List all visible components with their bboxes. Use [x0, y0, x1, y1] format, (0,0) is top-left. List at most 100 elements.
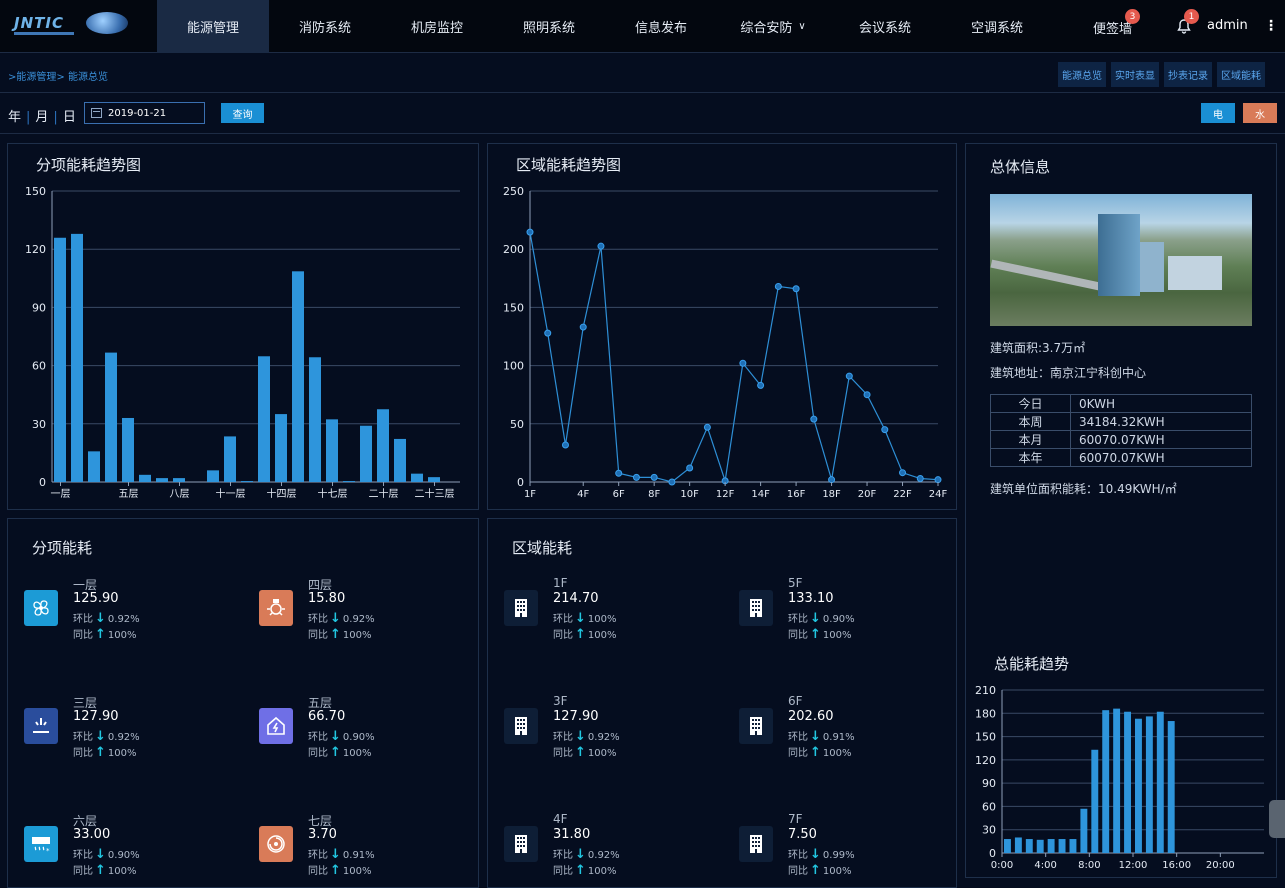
- data-point[interactable]: [739, 359, 747, 367]
- nav-item[interactable]: 会议系统: [829, 0, 941, 53]
- data-point[interactable]: [916, 475, 924, 483]
- bar[interactable]: [394, 438, 406, 482]
- y-tick-label: 210: [975, 684, 996, 697]
- bar[interactable]: [1058, 839, 1066, 853]
- data-point[interactable]: [792, 285, 800, 293]
- nav-item[interactable]: 空调系统: [941, 0, 1053, 53]
- data-point[interactable]: [863, 391, 871, 399]
- bar[interactable]: [71, 233, 83, 482]
- logo[interactable]: JNTIC: [12, 10, 132, 42]
- date-picker[interactable]: 2019-01-21: [84, 102, 205, 124]
- x-tick-label: 20F: [858, 489, 877, 500]
- metric-yoy: 同比 ↑ 100%: [788, 862, 852, 878]
- bar[interactable]: [1047, 839, 1055, 853]
- data-point[interactable]: [650, 473, 658, 481]
- subtab[interactable]: 能源总览: [1058, 62, 1106, 87]
- bar[interactable]: [377, 409, 389, 482]
- data-point[interactable]: [881, 426, 889, 434]
- bar[interactable]: [1080, 808, 1088, 853]
- metric-value: 15.80: [308, 591, 346, 606]
- nav-item[interactable]: 综合安防 ∨: [717, 0, 829, 53]
- bar[interactable]: [1102, 710, 1110, 853]
- data-point[interactable]: [828, 476, 836, 484]
- data-point[interactable]: [934, 476, 942, 484]
- chevron-down-icon: ∨: [798, 21, 806, 32]
- period-day[interactable]: 日: [62, 110, 76, 125]
- bar[interactable]: [1091, 749, 1099, 853]
- building-icon: [504, 826, 538, 862]
- period-year[interactable]: 年: [8, 110, 22, 125]
- data-point[interactable]: [544, 329, 552, 337]
- building-icon: [739, 590, 773, 626]
- bar[interactable]: [207, 470, 219, 482]
- bar[interactable]: [105, 352, 117, 482]
- bar[interactable]: [241, 481, 253, 482]
- bar[interactable]: [156, 478, 168, 482]
- nav-item[interactable]: 消防系统: [269, 0, 381, 53]
- overall-info-panel: 总体信息 建筑面积:3.7万㎡ 建筑地址：南京江宁科创中心 今日 0KWH 本周 34…: [965, 143, 1277, 878]
- breadcrumb-level1[interactable]: 能源管理: [16, 72, 57, 83]
- arrow-up-icon: ↑: [95, 627, 106, 642]
- bar[interactable]: [1004, 839, 1011, 853]
- subtab[interactable]: 抄表记录: [1164, 62, 1212, 87]
- data-point[interactable]: [579, 323, 587, 331]
- x-tick-label: 20:00: [1206, 860, 1235, 871]
- bar[interactable]: [88, 451, 100, 482]
- data-point[interactable]: [774, 282, 782, 290]
- electricity-button[interactable]: 电: [1201, 103, 1235, 123]
- data-point[interactable]: [810, 415, 818, 423]
- data-point[interactable]: [757, 381, 765, 389]
- bar[interactable]: [1025, 839, 1033, 853]
- bar[interactable]: [139, 474, 151, 482]
- bar[interactable]: [309, 357, 321, 482]
- bar[interactable]: [1145, 716, 1153, 853]
- more-vertical-icon[interactable]: ⋮: [1264, 18, 1278, 34]
- bar[interactable]: [1167, 721, 1175, 853]
- data-point[interactable]: [668, 478, 676, 486]
- data-point[interactable]: [615, 469, 623, 477]
- nav-item[interactable]: 能源管理: [157, 0, 269, 53]
- bar[interactable]: [173, 478, 185, 482]
- bar[interactable]: [258, 356, 270, 482]
- subtab[interactable]: 区域能耗: [1217, 62, 1265, 87]
- bar[interactable]: [411, 473, 423, 482]
- data-point[interactable]: [632, 473, 640, 481]
- bar[interactable]: [1113, 708, 1121, 853]
- data-point[interactable]: [686, 464, 694, 472]
- bar[interactable]: [360, 425, 372, 482]
- bar[interactable]: [1069, 839, 1077, 853]
- bar[interactable]: [224, 436, 236, 482]
- data-point[interactable]: [703, 423, 711, 431]
- period-month[interactable]: 月: [35, 110, 49, 125]
- nav-item[interactable]: 信息发布: [605, 0, 717, 53]
- bar[interactable]: [1036, 839, 1044, 853]
- side-handle[interactable]: [1269, 800, 1285, 838]
- bar[interactable]: [1124, 711, 1131, 853]
- bar[interactable]: [122, 417, 134, 482]
- x-tick-label: 22F: [893, 489, 912, 500]
- y-tick-label: 120: [975, 754, 996, 767]
- user-name[interactable]: admin: [1207, 18, 1248, 33]
- bar[interactable]: [428, 477, 440, 482]
- bar[interactable]: [54, 237, 66, 482]
- building-icon: [739, 708, 773, 744]
- query-button[interactable]: 查询: [221, 103, 264, 123]
- data-point[interactable]: [597, 242, 605, 250]
- bar[interactable]: [1135, 718, 1142, 853]
- breadcrumb-level2[interactable]: 能源总览: [67, 72, 108, 83]
- bar[interactable]: [343, 481, 355, 482]
- bar[interactable]: [292, 271, 304, 482]
- data-point[interactable]: [845, 372, 853, 380]
- water-button[interactable]: 水: [1243, 103, 1277, 123]
- data-point[interactable]: [561, 441, 569, 449]
- nav-item[interactable]: 照明系统: [493, 0, 605, 53]
- data-point[interactable]: [526, 228, 534, 236]
- sign-wall-link[interactable]: 便签墙: [1093, 18, 1132, 37]
- bar[interactable]: [275, 414, 287, 482]
- subtab[interactable]: 实时表显: [1111, 62, 1159, 87]
- data-point[interactable]: [899, 469, 907, 477]
- nav-item[interactable]: 机房监控: [381, 0, 493, 53]
- bar[interactable]: [1014, 837, 1022, 853]
- bar[interactable]: [1156, 711, 1164, 853]
- bar[interactable]: [326, 419, 338, 482]
